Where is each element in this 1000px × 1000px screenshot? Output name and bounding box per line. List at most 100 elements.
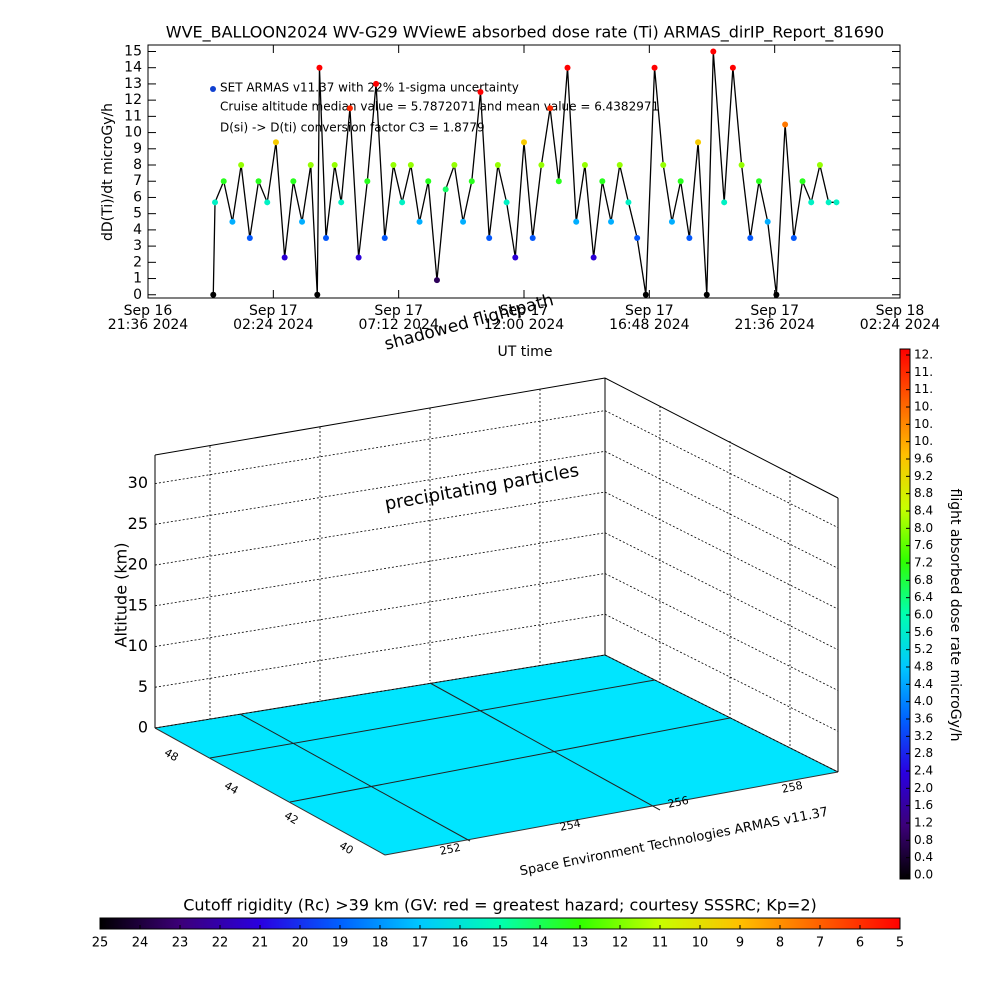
colorbar-tick-label: 16	[452, 936, 469, 951]
colorbar-tick-label: 11.	[914, 382, 933, 396]
x-tick-label: Sep 17 16:48 2024	[609, 303, 690, 333]
colorbar-tick-label: 7	[816, 936, 824, 951]
colorbar-tick-label: 4.0	[914, 694, 933, 708]
data-point	[281, 254, 288, 261]
y-tick-label: 13	[124, 76, 142, 92]
colorbar-tick-label: 11	[652, 936, 669, 951]
colorbar-tick-label: 10.	[914, 400, 933, 414]
data-point	[808, 199, 815, 206]
data-point	[373, 80, 380, 87]
data-point	[451, 162, 458, 169]
colorbar-tick-label: 0.0	[914, 868, 933, 882]
y-tick-label: 8	[133, 157, 142, 173]
data-point	[314, 291, 321, 298]
colorbar-tick-label: 2.8	[914, 746, 933, 760]
colorbar-tick-label: 12.	[914, 348, 933, 362]
colorbar-tick-label: 0.8	[914, 833, 933, 847]
colorbar-tick-label: 6.0	[914, 608, 933, 622]
data-point	[416, 218, 423, 225]
data-point	[264, 199, 271, 206]
colorbar-tick-label: 6.4	[914, 590, 933, 604]
lon-tick-label: 258	[781, 779, 804, 796]
data-point	[782, 121, 789, 128]
z-tick-label: 25	[128, 514, 148, 533]
annotation: D(si) -> D(ti) conversion factor C3 = 1.…	[220, 121, 485, 135]
colorbar-tick-label: 9	[736, 936, 744, 951]
colorbar-tick-label: 7.2	[914, 556, 933, 570]
y-tick-label: 12	[124, 92, 142, 108]
colorbar-tick-label: 21	[252, 936, 269, 951]
y-tick-label: 15	[124, 43, 142, 59]
data-point	[729, 64, 736, 71]
colorbar-tick-label: 2.0	[914, 781, 933, 795]
data-point	[634, 234, 641, 241]
data-point	[425, 178, 432, 185]
data-point	[307, 162, 314, 169]
data-point	[581, 162, 588, 169]
x-tick-label: Sep 16 21:36 2024	[107, 303, 189, 333]
floor	[155, 655, 838, 855]
data-point	[651, 64, 658, 71]
data-point	[686, 234, 693, 241]
data-point	[547, 105, 554, 112]
annotation: Cruise altitude median value = 5.7872071…	[220, 100, 659, 114]
colorbar-tick-label: 5.6	[914, 625, 933, 639]
z-grid	[154, 532, 606, 607]
colorbar-tick-label: 0.4	[914, 850, 933, 864]
data-point	[238, 162, 245, 169]
data-point	[773, 291, 780, 298]
data-point	[407, 162, 414, 169]
data-point	[833, 199, 840, 206]
z-grid	[604, 532, 839, 651]
colorbar-tick-label: 2.4	[914, 764, 933, 778]
colorbar-label: flight absorbed dose rate microGy/h	[947, 489, 963, 742]
floor-grid	[209, 679, 656, 759]
lat-tick-label: 48	[162, 746, 181, 764]
data-point	[322, 234, 329, 241]
legend-label: SET ARMAS v11.37 with 22% 1-sigma uncert…	[220, 81, 519, 95]
z-grid	[604, 491, 839, 610]
data-point	[599, 178, 606, 185]
y-tick-label: 11	[124, 108, 142, 124]
data-point	[521, 139, 527, 146]
y-tick-label: 4	[133, 222, 142, 238]
data-point	[494, 162, 501, 169]
data-point	[486, 234, 493, 241]
z-grid	[604, 450, 839, 569]
colorbar-tick-label: 14	[532, 936, 549, 951]
colorbar-tick-label: 7.6	[914, 538, 933, 552]
colorbar-tick-label: 3.2	[914, 729, 933, 743]
colorbar-tick-label: 5.2	[914, 642, 933, 656]
data-point	[381, 234, 388, 241]
colorbar-tick-label: 10	[692, 936, 709, 951]
data-point	[677, 178, 684, 185]
data-point	[668, 218, 675, 225]
colorbar-tick-label: 1.6	[914, 798, 933, 812]
data-point	[503, 199, 510, 206]
lat-tick-label: 42	[282, 809, 301, 827]
data-point	[573, 218, 580, 225]
y-tick-label: 0	[133, 287, 142, 303]
z-grid	[154, 491, 606, 566]
colorbar-tick-label: 17	[412, 936, 429, 951]
data-point	[642, 291, 649, 298]
y-tick-label: 6	[133, 189, 142, 205]
data-point	[695, 139, 702, 146]
data-point	[799, 178, 806, 185]
x-tick-label: Sep 17 02:24 2024	[233, 303, 314, 333]
data-point	[660, 162, 667, 169]
colorbar-tick-label: 8	[776, 936, 784, 951]
chart-title: WVE_BALLOON2024 WV-G29 WViewE absorbed d…	[166, 23, 884, 43]
y-axis-label: dD(Ti)/dt microGy/h	[100, 103, 116, 241]
z-grid	[604, 654, 839, 773]
z-grid	[604, 410, 839, 528]
colorbar-tick-label: 19	[332, 936, 349, 951]
floor-grid	[289, 717, 731, 803]
lat-tick-label: 44	[222, 779, 241, 797]
data-point	[721, 199, 728, 206]
z-tick-label: 30	[128, 473, 148, 492]
x-axis-label: UT time	[498, 344, 553, 360]
data-point	[825, 199, 832, 206]
colorbar-tick-label: 6.8	[914, 573, 933, 587]
